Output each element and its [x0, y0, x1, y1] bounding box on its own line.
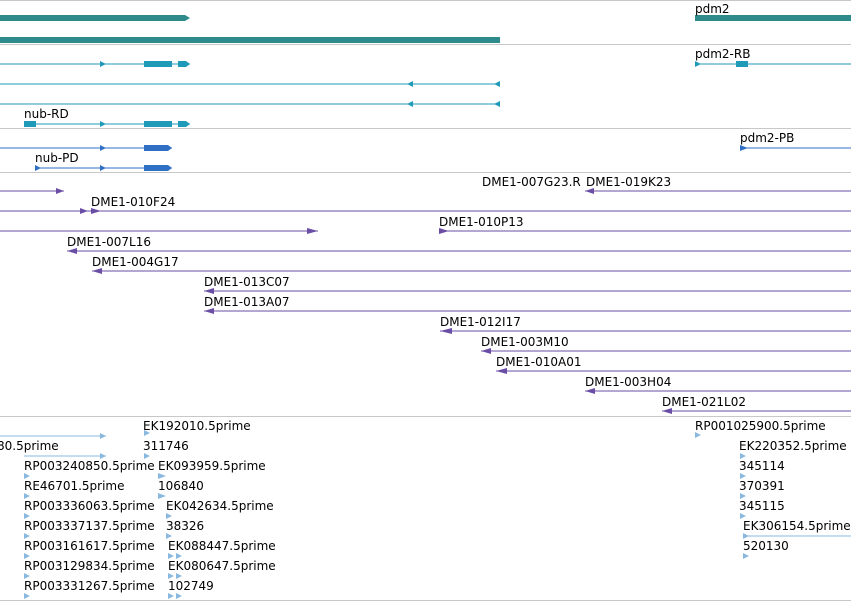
- clone-label: DME1-003M10: [481, 335, 569, 349]
- protein-track: [0, 145, 851, 171]
- clone-label: DME1-007G23.R: [482, 175, 581, 189]
- clone-feature-010p13[interactable]: [439, 228, 851, 234]
- est-feature[interactable]: [0, 433, 106, 439]
- clone-label: DME1-013C07: [204, 275, 290, 289]
- track-divider: [0, 416, 851, 417]
- transcript-feature-pdm2-rb[interactable]: [695, 61, 851, 67]
- est-label: RP001025900.5prime: [695, 419, 826, 433]
- est-label: RP003161617.5prime: [24, 539, 155, 553]
- est-label: EK306154.5prime: [743, 519, 851, 533]
- est-feature[interactable]: [24, 553, 182, 559]
- transcript-feature[interactable]: [0, 81, 500, 87]
- est-feature[interactable]: [24, 493, 166, 499]
- est-label: EK220352.5prime: [739, 439, 847, 453]
- protein-feature[interactable]: [0, 145, 172, 151]
- est-feature[interactable]: [24, 453, 106, 459]
- est-feature[interactable]: [695, 432, 701, 438]
- clone-label: DME1-003H04: [585, 375, 672, 389]
- est-track: [0, 430, 851, 599]
- clone-feature-012i17[interactable]: [440, 328, 851, 334]
- clone-label: DME1-021L02: [662, 395, 746, 409]
- transcript-feature[interactable]: [0, 61, 190, 67]
- gene-feature[interactable]: [0, 37, 500, 43]
- clone-feature-013c07[interactable]: [204, 288, 851, 294]
- track-divider: [0, 0, 851, 1]
- clone-label: DME1-004G17: [92, 255, 179, 269]
- est-label: 345114: [739, 459, 785, 473]
- est-label: EK042634.5prime: [166, 499, 274, 513]
- clone-label: DME1-012I17: [440, 315, 521, 329]
- est-label: RP003337137.5prime: [24, 519, 155, 533]
- gene-label: pdm2: [695, 2, 730, 16]
- est-label: EK093959.5prime: [158, 459, 266, 473]
- est-label: RP003129834.5prime: [24, 559, 155, 573]
- clone-feature-007l16[interactable]: [67, 248, 851, 254]
- est-label: 38326: [166, 519, 205, 533]
- clone-feature-013a07[interactable]: [204, 308, 851, 314]
- est-feature[interactable]: [24, 513, 172, 519]
- protein-label: pdm2-PB: [740, 131, 795, 145]
- clone-feature-021l02[interactable]: [662, 408, 851, 414]
- est-feature[interactable]: [24, 573, 182, 579]
- est-label: RE46701.5prime: [24, 479, 125, 493]
- track-divider: [0, 44, 851, 45]
- est-label: 106840: [158, 479, 204, 493]
- protein-feature-nub-pd[interactable]: [35, 165, 172, 171]
- gene-feature-pdm2[interactable]: [695, 15, 851, 21]
- est-feature[interactable]: [740, 453, 746, 459]
- est-feature[interactable]: [743, 533, 851, 539]
- est-feature[interactable]: [24, 593, 182, 599]
- est-feature[interactable]: [740, 513, 746, 519]
- est-feature[interactable]: [144, 453, 150, 459]
- est-feature[interactable]: [740, 493, 746, 499]
- transcript-feature-nub-rd[interactable]: [24, 121, 190, 127]
- est-feature[interactable]: [740, 473, 746, 479]
- est-label: EK192010.5prime: [143, 419, 251, 433]
- clone-feature-003m10[interactable]: [481, 348, 851, 354]
- est-label: 345115: [739, 499, 785, 513]
- est-label: 80.5prime: [0, 439, 59, 453]
- est-label: RP003336063.5prime: [24, 499, 155, 513]
- clone-label: DME1-019K23: [586, 175, 672, 189]
- track-divider: [0, 128, 851, 129]
- clone-label: DME1-010P13: [439, 215, 524, 229]
- clone-feature-019k23[interactable]: [585, 188, 851, 194]
- transcript-label: nub-RD: [24, 107, 69, 121]
- est-label: RP003240850.5prime: [24, 459, 155, 473]
- est-feature[interactable]: [743, 553, 749, 559]
- track-divider: [0, 172, 851, 173]
- clone-label: DME1-010A01: [496, 355, 582, 369]
- clone-feature[interactable]: [0, 228, 318, 234]
- clone-feature-010a01[interactable]: [496, 368, 851, 374]
- gene-track: [0, 15, 851, 43]
- clone-track: [0, 188, 851, 414]
- clone-feature[interactable]: [0, 188, 64, 194]
- est-label: 311746: [143, 439, 189, 453]
- est-feature[interactable]: [24, 473, 166, 479]
- clone-feature[interactable]: [0, 208, 851, 214]
- est-feature[interactable]: [24, 533, 172, 539]
- clone-feature-004g17[interactable]: [92, 268, 851, 274]
- clone-label: DME1-010F24: [91, 195, 176, 209]
- protein-feature-pdm2-pb[interactable]: [740, 145, 851, 151]
- est-feature[interactable]: [144, 430, 150, 436]
- protein-label: nub-PD: [35, 151, 79, 165]
- est-label: 370391: [739, 479, 785, 493]
- clone-label: DME1-007L16: [67, 235, 151, 249]
- est-label: EK088447.5prime: [168, 539, 276, 553]
- transcript-feature[interactable]: [0, 101, 500, 107]
- clone-feature-003h04[interactable]: [585, 388, 851, 394]
- est-label: RP003331267.5prime: [24, 579, 155, 593]
- est-label: EK080647.5prime: [168, 559, 276, 573]
- clone-label: DME1-013A07: [204, 295, 290, 309]
- gene-feature[interactable]: [0, 15, 190, 21]
- transcript-track: [0, 61, 851, 127]
- transcript-label: pdm2-RB: [695, 47, 751, 61]
- est-label: 102749: [168, 579, 214, 593]
- est-label: 520130: [743, 539, 789, 553]
